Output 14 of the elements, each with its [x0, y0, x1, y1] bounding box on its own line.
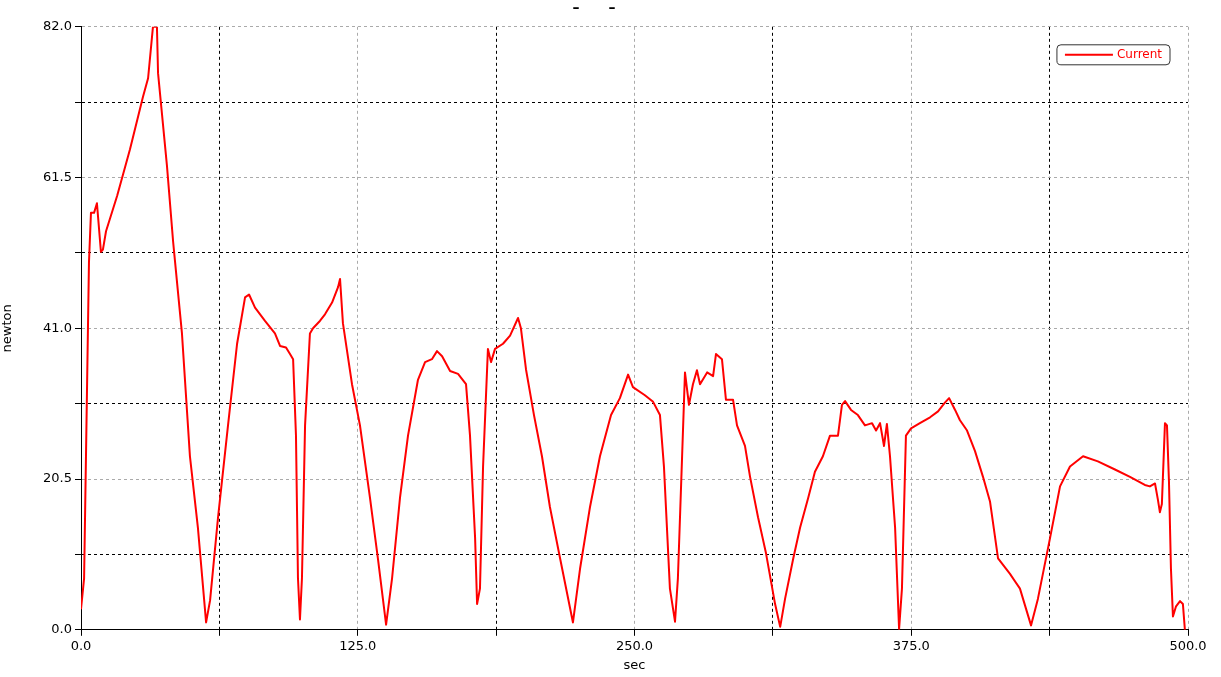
x-tick-label: 250.0 — [615, 637, 654, 653]
y-tick-label: 61.5 — [43, 168, 72, 184]
x-tick-label: 375.0 — [892, 637, 930, 653]
y-tick-label: 82.0 — [43, 18, 72, 34]
x-tick-label: 0.0 — [70, 637, 92, 653]
y-tick-label: 0.0 — [51, 621, 72, 637]
x-axis-title: sec — [623, 656, 646, 672]
x-tick-label: 500.0 — [1169, 637, 1207, 653]
y-axis-title: newton — [0, 304, 15, 353]
y-tick-label: 20.5 — [43, 470, 72, 486]
y-tick-label: 41.0 — [43, 319, 72, 335]
legend-label: Current — [1116, 46, 1163, 61]
x-tick-label: 125.0 — [339, 637, 377, 653]
chart-title: – – — [572, 0, 616, 16]
